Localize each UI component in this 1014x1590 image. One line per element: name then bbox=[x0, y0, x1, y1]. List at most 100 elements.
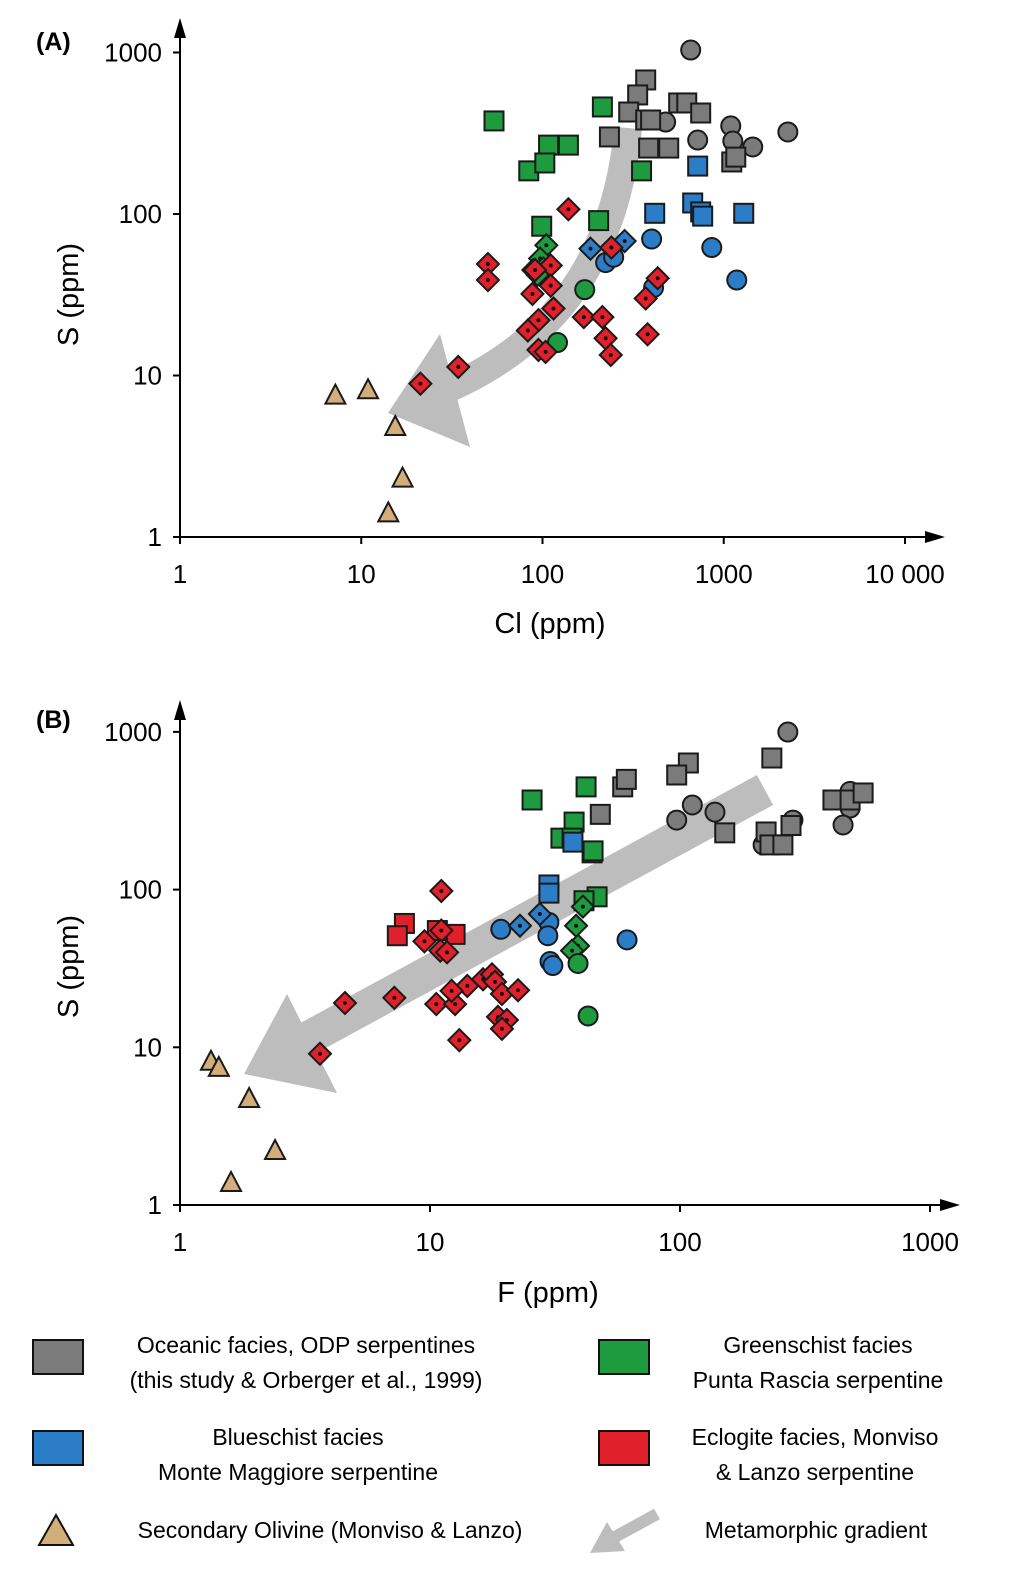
panel-b-blueschist-circle-point bbox=[537, 925, 559, 947]
panel-b-olivine-triangle-point bbox=[219, 1169, 243, 1192]
panel-b-blueschist-square-point bbox=[538, 882, 560, 904]
panel-b-oceanic-square-point bbox=[822, 789, 844, 811]
panel-b-x-tick-label: 1000 bbox=[901, 1227, 959, 1257]
panel-b-x-axis-arrowhead bbox=[940, 1199, 960, 1211]
legend-label-blueschist: Blueschist facies Monte Maggiore serpent… bbox=[158, 1420, 438, 1490]
panel-b-oceanic-circle-point bbox=[777, 721, 799, 743]
panel-a-eclogite-diamond-point bbox=[520, 281, 545, 307]
panel-b-greenschist-square-point bbox=[582, 840, 604, 862]
panel-b-oceanic-circle-point bbox=[666, 809, 688, 831]
panel-a-greenschist-square-point bbox=[531, 215, 553, 237]
panel-b-greenschist-circle-point bbox=[567, 952, 589, 974]
panel-a-oceanic-circle-point bbox=[680, 39, 702, 61]
gradient-arrow-head bbox=[388, 334, 470, 447]
panel-a-x-axis-title: Cl (ppm) bbox=[494, 608, 606, 640]
panel-b-eclogite-square-point bbox=[386, 925, 408, 947]
panel-a-x-tick-label: 1000 bbox=[695, 559, 753, 589]
panel-a-eclogite-diamond-point bbox=[522, 257, 548, 283]
panel-b-plot: 1 10 100 1000 1 10 100 1000 bbox=[104, 700, 960, 1257]
panel-b-y-axis-arrowhead bbox=[174, 700, 186, 720]
panel-b-blueschist-circle-point bbox=[616, 929, 638, 951]
panel-b-x-tick-label: 100 bbox=[658, 1227, 701, 1257]
panel-a-eclogite-diamond-point bbox=[598, 342, 624, 368]
panel-a-greenschist-square-point bbox=[631, 160, 653, 182]
panel-b-y-tick-label: 10 bbox=[133, 1032, 162, 1062]
panel-a-greenschist-square-point bbox=[588, 210, 610, 232]
gradient-arrow-shaft bbox=[281, 775, 774, 1063]
panel-b-oceanic-circle-point bbox=[704, 801, 726, 823]
panel-b-blueschist-circle-point bbox=[490, 918, 512, 940]
panel-b-eclogite-diamond-point bbox=[439, 978, 465, 1004]
panel-a-blueschist-square-point bbox=[687, 155, 709, 177]
panel-a-plot: 1 10 100 1000 10 000 1 10 100 1000 bbox=[104, 18, 945, 589]
gradient-arrow-shaft bbox=[420, 126, 642, 412]
panel-a-olivine-triangle-point bbox=[383, 413, 407, 436]
panel-b-oceanic-square-point bbox=[714, 822, 736, 844]
panel-b-oceanic-square-point bbox=[666, 764, 688, 786]
legend-oceanic-line1: Oceanic facies, ODP serpentines bbox=[136, 1332, 476, 1358]
panel-a-x-tick-label: 10 bbox=[347, 559, 376, 589]
panel-a-olivine-triangle-point bbox=[356, 377, 380, 400]
panel-b-oceanic-square-point bbox=[589, 803, 611, 825]
panel-a-greenschist-square-point bbox=[483, 110, 505, 132]
panel-b-eclogite-diamond-point bbox=[381, 985, 407, 1011]
panel-b-greenschist-square-point bbox=[575, 776, 597, 798]
panel-a-olivine-triangle-point bbox=[376, 500, 400, 523]
panel-a-eclogite-diamond-point bbox=[475, 267, 501, 293]
panel-b-greenschist-diamond-point bbox=[570, 894, 596, 920]
legend-swatch-oceanic bbox=[32, 1339, 84, 1375]
panel-a-eclogite-diamond-point bbox=[571, 304, 597, 330]
panel-a-eclogite-diamond-point bbox=[515, 318, 541, 343]
panel-b-eclogite-diamond-point bbox=[423, 991, 449, 1017]
panel-b-eclogite-diamond-point bbox=[332, 990, 358, 1016]
panel-a-y-tick-label: 10 bbox=[133, 361, 162, 391]
panel-a-y-tick-label: 100 bbox=[119, 199, 162, 229]
panel-b-olivine-triangle-point bbox=[207, 1054, 231, 1077]
legend-label-olivine: Secondary Olivine (Monviso & Lanzo) bbox=[137, 1517, 523, 1543]
panel-a-oceanic-square-point bbox=[598, 126, 620, 148]
panel-a-blueschist-square-point bbox=[733, 202, 755, 224]
panel-b-eclogite-diamond-point bbox=[412, 928, 437, 954]
panel-b-oceanic-square-point bbox=[780, 814, 802, 836]
panel-a-eclogite-diamond-point bbox=[633, 286, 659, 311]
panel-a-blueschist-circle-point bbox=[726, 269, 748, 291]
panel-b-blueschist-square-point bbox=[562, 831, 584, 853]
panel-b-eclogite-diamond-point bbox=[434, 939, 460, 965]
panel-a-eclogite-diamond-point bbox=[445, 354, 471, 380]
panel-b-eclogite-diamond-point bbox=[489, 981, 515, 1007]
panel-a-y-axis-title: S (ppm) bbox=[53, 242, 86, 347]
legend-blueschist-line2: Monte Maggiore serpentine bbox=[158, 1459, 438, 1485]
panel-b-oceanic-circle-point bbox=[681, 794, 703, 816]
legend-eclogite-line1: Eclogite facies, Monviso bbox=[691, 1424, 939, 1450]
panel-a-greenschist-square-point bbox=[557, 134, 579, 156]
panel-b-blueschist-diamond-point bbox=[507, 913, 533, 939]
panel-a-oceanic-circle-point bbox=[777, 121, 799, 143]
panel-b-oceanic-square-point bbox=[852, 782, 874, 804]
panel-b-blueschist-circle-point bbox=[542, 955, 564, 977]
panel-b-olivine-triangle-point bbox=[237, 1085, 261, 1109]
panel-a-eclogite-diamond-point bbox=[541, 296, 566, 321]
panel-a-greenschist-circle-point bbox=[574, 279, 596, 301]
panel-a-eclogite-diamond-point bbox=[589, 304, 615, 330]
panel-a-oceanic-square-point bbox=[640, 109, 662, 131]
panel-a-y-axis-arrowhead bbox=[174, 18, 186, 38]
panel-a-eclogite-diamond-point bbox=[538, 273, 564, 299]
panel-b-greenschist-square-point bbox=[521, 789, 543, 811]
panel-a-olivine-triangle-point bbox=[390, 465, 415, 488]
panel-b-x-tick-label: 10 bbox=[416, 1227, 445, 1257]
panel-b-oceanic-circle-point bbox=[832, 814, 854, 836]
panel-a-eclogite-diamond-point bbox=[556, 196, 581, 222]
panel-b-olivine-triangle-point bbox=[263, 1137, 287, 1160]
panel-a-blueschist-diamond-point bbox=[578, 236, 603, 262]
legend-label-oceanic: Oceanic facies, ODP serpentines (this st… bbox=[130, 1328, 483, 1398]
legend-label-greenschist: Greenschist facies Punta Rascia serpenti… bbox=[693, 1328, 944, 1398]
panel-a-eclogite-diamond-point bbox=[533, 339, 559, 365]
panel-a-y-tick-label: 1000 bbox=[104, 38, 162, 68]
legend-swatch-blueschist bbox=[32, 1430, 84, 1466]
legend-triangle-icon bbox=[37, 1512, 75, 1546]
panel-b-oceanic-square-point bbox=[761, 747, 783, 769]
legend-eclogite-line2: & Lanzo serpentine bbox=[715, 1459, 915, 1485]
panel-a-eclogite-diamond-point bbox=[645, 265, 671, 291]
panel-b-eclogite-diamond-point bbox=[489, 1016, 515, 1042]
